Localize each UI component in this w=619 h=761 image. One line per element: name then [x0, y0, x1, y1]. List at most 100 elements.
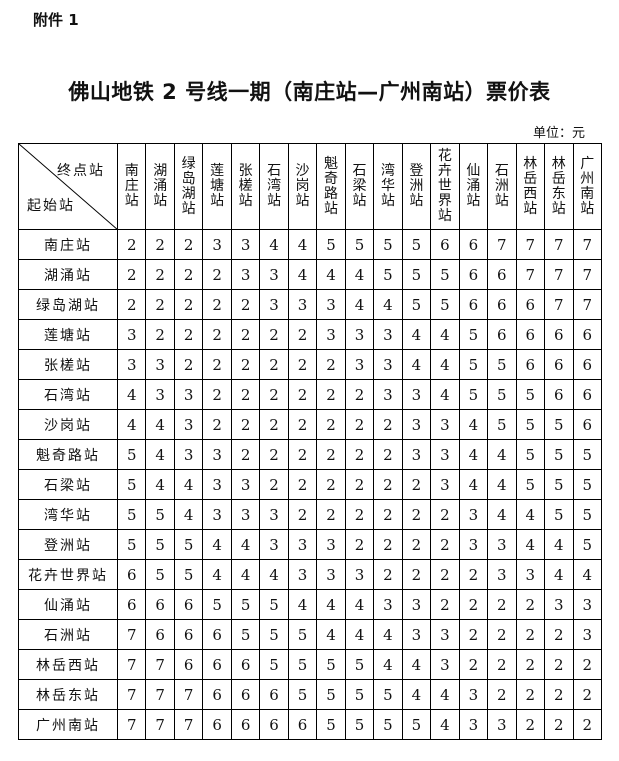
fare-cell: 3 — [572, 619, 602, 650]
fare-cell: 2 — [316, 379, 346, 410]
fare-cell: 5 — [401, 229, 432, 260]
fare-cell: 7 — [116, 709, 147, 740]
row-header: 绿岛湖站 — [18, 289, 118, 320]
fare-cell: 2 — [316, 469, 346, 500]
fare-cell: 2 — [116, 259, 147, 290]
fare-cell: 5 — [145, 529, 175, 560]
fare-cell: 5 — [316, 709, 346, 740]
fare-cell: 4 — [116, 409, 147, 440]
fare-cell: 2 — [458, 649, 489, 680]
fare-cell: 3 — [230, 259, 261, 290]
fare-cell: 3 — [173, 409, 204, 440]
fare-cell: 2 — [344, 439, 375, 470]
fare-cell: 5 — [487, 379, 517, 410]
table-row: 林岳东站 7 7 7 6 6 6 5 5 5 5 4 4 3 2 2 2 2 — [18, 679, 602, 710]
table-row: 石梁站 5 4 4 3 3 2 2 2 2 2 2 3 4 4 5 5 5 — [18, 469, 602, 500]
attachment-label: 附件 1 — [33, 11, 79, 29]
fare-cell: 5 — [344, 709, 375, 740]
fare-cell: 2 — [515, 589, 546, 620]
fare-cell: 2 — [401, 529, 432, 560]
table-row: 仙涌站 6 6 6 5 5 5 4 4 4 3 3 2 2 2 2 3 3 — [18, 589, 602, 620]
fare-cell: 3 — [287, 529, 318, 560]
fare-cell: 3 — [316, 559, 346, 590]
fare-cell: 6 — [173, 619, 204, 650]
fare-cell: 2 — [316, 439, 346, 470]
fare-cell: 5 — [316, 649, 346, 680]
fare-cell: 4 — [401, 349, 432, 380]
fare-cell: 2 — [572, 709, 602, 740]
fare-cell: 4 — [401, 649, 432, 680]
fare-cell: 2 — [145, 289, 175, 320]
table-row: 湾华站 5 5 4 3 3 3 2 2 2 2 2 2 3 4 4 5 5 — [18, 499, 602, 530]
fare-cell: 3 — [316, 319, 346, 350]
fare-cell: 2 — [544, 679, 574, 710]
fare-cell: 3 — [202, 229, 232, 260]
fare-cell: 5 — [145, 559, 175, 590]
fare-cell: 6 — [487, 289, 517, 320]
fare-cell: 3 — [259, 259, 289, 290]
fare-cell: 2 — [287, 499, 318, 530]
fare-cell: 6 — [487, 259, 517, 290]
fare-cell: 5 — [544, 439, 574, 470]
fare-cell: 6 — [287, 709, 318, 740]
fare-cell: 4 — [202, 559, 232, 590]
fare-cell: 2 — [287, 319, 318, 350]
column-header: 湖涌站 — [145, 143, 175, 230]
fare-cell: 4 — [430, 709, 460, 740]
fare-cell: 3 — [230, 229, 261, 260]
fare-cell: 6 — [458, 259, 489, 290]
fare-cell: 3 — [116, 349, 147, 380]
fare-cell: 5 — [458, 379, 489, 410]
fare-cell: 5 — [230, 589, 261, 620]
fare-cell: 6 — [230, 649, 261, 680]
fare-cell: 2 — [259, 409, 289, 440]
fare-cell: 4 — [458, 409, 489, 440]
fare-cell: 3 — [230, 469, 261, 500]
fare-cell: 2 — [487, 649, 517, 680]
fare-cell: 4 — [316, 619, 346, 650]
fare-cell: 4 — [373, 289, 403, 320]
fare-cell: 2 — [173, 259, 204, 290]
fare-cell: 5 — [202, 589, 232, 620]
fare-cell: 5 — [287, 649, 318, 680]
fare-cell: 3 — [487, 559, 517, 590]
fare-cell: 4 — [515, 499, 546, 530]
fare-cell: 7 — [145, 679, 175, 710]
fare-cell: 7 — [544, 289, 574, 320]
column-header: 莲塘站 — [202, 143, 232, 230]
fare-cell: 2 — [202, 259, 232, 290]
fare-cell: 6 — [544, 379, 574, 410]
fare-cell: 2 — [259, 439, 289, 470]
fare-cell: 5 — [316, 679, 346, 710]
fare-cell: 3 — [373, 589, 403, 620]
fare-cell: 3 — [287, 559, 318, 590]
fare-cell: 4 — [430, 379, 460, 410]
fare-cell: 6 — [515, 319, 546, 350]
row-header: 南庄站 — [18, 229, 118, 260]
fare-cell: 6 — [202, 679, 232, 710]
fare-cell: 5 — [344, 679, 375, 710]
fare-cell: 6 — [116, 559, 147, 590]
fare-cell: 3 — [544, 589, 574, 620]
fare-cell: 3 — [401, 619, 432, 650]
row-header: 石梁站 — [18, 469, 118, 500]
fare-cell: 3 — [430, 649, 460, 680]
table-row: 张槎站 3 3 2 2 2 2 2 2 3 3 4 4 5 5 6 6 6 — [18, 349, 602, 380]
table-row: 花卉世界站 6 5 5 4 4 4 3 3 3 2 2 2 2 3 3 4 4 — [18, 559, 602, 590]
fare-cell: 2 — [173, 319, 204, 350]
fare-cell: 5 — [515, 439, 546, 470]
fare-cell: 7 — [145, 709, 175, 740]
fare-cell: 6 — [145, 589, 175, 620]
fare-cell: 2 — [230, 289, 261, 320]
fare-cell: 4 — [145, 439, 175, 470]
fare-cell: 7 — [145, 649, 175, 680]
fare-cell: 3 — [401, 379, 432, 410]
fare-cell: 7 — [572, 229, 602, 260]
row-header: 仙涌站 — [18, 589, 118, 620]
table-row: 湖涌站 2 2 2 2 3 3 4 4 4 5 5 5 6 6 7 7 7 — [18, 259, 602, 290]
column-header: 仙涌站 — [458, 143, 489, 230]
fare-cell: 5 — [373, 259, 403, 290]
fare-cell: 4 — [373, 649, 403, 680]
fare-cell: 4 — [458, 439, 489, 470]
fare-cell: 5 — [145, 499, 175, 530]
